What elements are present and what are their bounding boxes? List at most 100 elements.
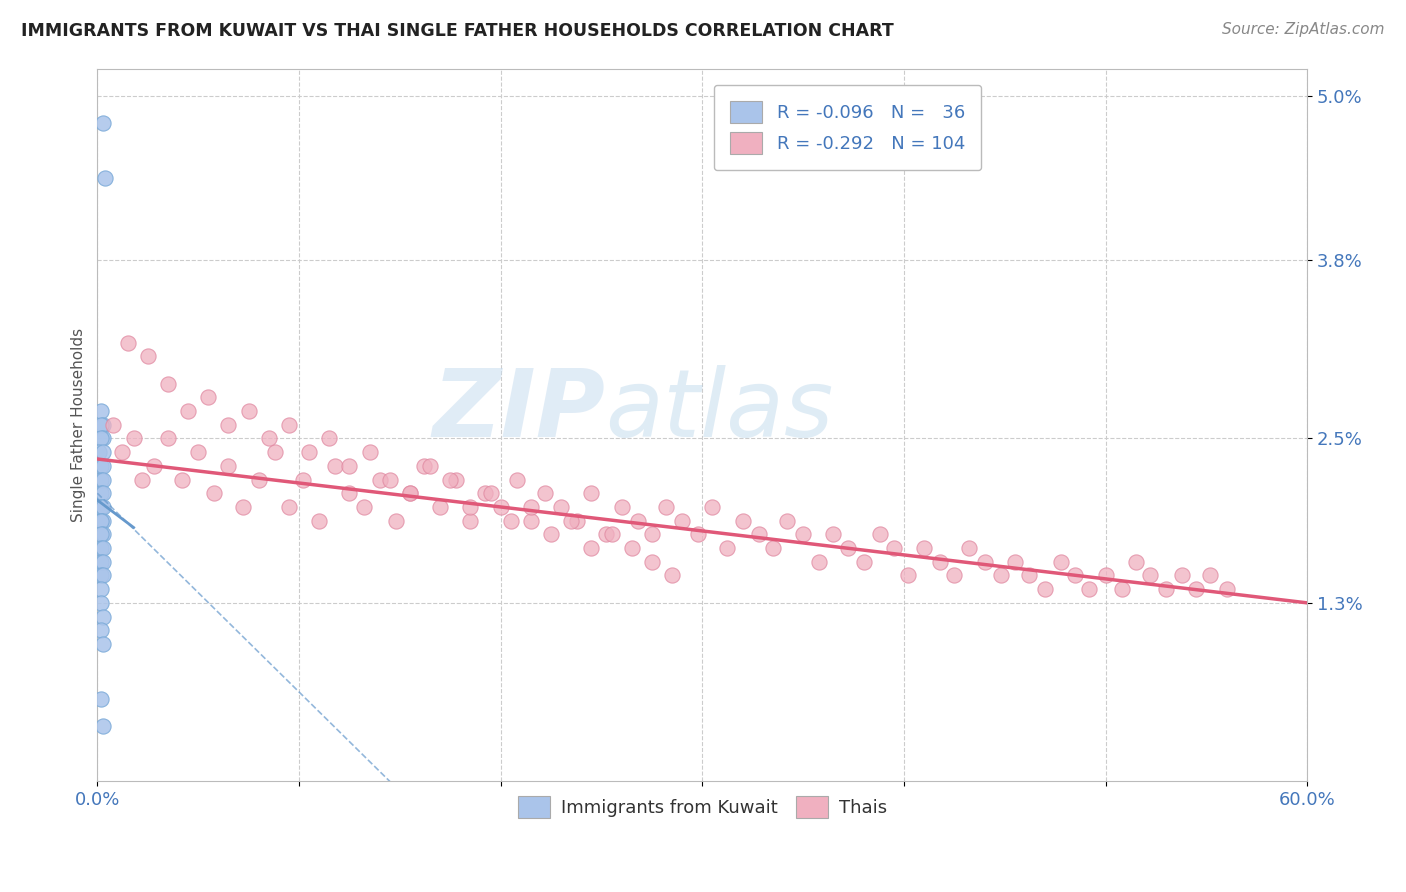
Point [89, 445, 111, 459]
Point [731, 514, 754, 528]
Point [142, 458, 165, 473]
Point [655, 500, 678, 514]
Point [399, 486, 422, 500]
Point [540, 527, 562, 541]
Point [197, 390, 219, 404]
Point [883, 541, 905, 555]
Point [489, 500, 512, 514]
Point [202, 486, 225, 500]
Point [943, 568, 966, 582]
Point [479, 486, 502, 500]
Point [117, 335, 139, 350]
Point [90, 486, 112, 500]
Point [131, 473, 153, 487]
Point [1050, 555, 1073, 569]
Point [429, 500, 451, 514]
Point [957, 541, 980, 555]
Point [90, 404, 112, 418]
Point [90, 458, 112, 473]
Text: ZIP: ZIP [433, 365, 606, 457]
Point [581, 541, 603, 555]
Point [929, 555, 952, 569]
Point [399, 486, 422, 500]
Point [122, 432, 145, 446]
Point [1111, 582, 1133, 597]
Point [93, 555, 115, 569]
Point [339, 486, 361, 500]
Point [641, 527, 664, 541]
Point [1154, 582, 1177, 597]
Point [187, 445, 209, 459]
Point [93, 432, 115, 446]
Point [688, 527, 710, 541]
Point [837, 541, 859, 555]
Point [247, 473, 270, 487]
Point [90, 432, 112, 446]
Point [1215, 582, 1237, 597]
Point [1004, 555, 1026, 569]
Point [610, 500, 633, 514]
Point [90, 568, 112, 582]
Point [567, 514, 589, 528]
Point [90, 596, 112, 610]
Legend: Immigrants from Kuwait, Thais: Immigrants from Kuwait, Thais [510, 789, 894, 825]
Point [446, 473, 468, 487]
Point [93, 541, 115, 555]
Point [1064, 568, 1087, 582]
Point [368, 473, 391, 487]
Point [550, 500, 572, 514]
Point [90, 555, 112, 569]
Point [93, 417, 115, 432]
Point [90, 582, 112, 597]
Point [93, 486, 115, 500]
Point [93, 719, 115, 733]
Point [520, 514, 543, 528]
Point [103, 417, 125, 432]
Point [1094, 568, 1116, 582]
Point [318, 432, 340, 446]
Point [1033, 582, 1056, 597]
Point [277, 417, 299, 432]
Point [869, 527, 891, 541]
Point [748, 527, 770, 541]
Point [90, 527, 112, 541]
Point [308, 514, 330, 528]
Point [217, 458, 239, 473]
Point [217, 417, 239, 432]
Point [897, 568, 920, 582]
Point [292, 473, 315, 487]
Point [1078, 582, 1101, 597]
Point [90, 500, 112, 514]
Point [716, 541, 738, 555]
Point [232, 500, 254, 514]
Point [93, 458, 115, 473]
Text: atlas: atlas [606, 365, 834, 456]
Point [93, 473, 115, 487]
Point [1139, 568, 1161, 582]
Text: Source: ZipAtlas.com: Source: ZipAtlas.com [1222, 22, 1385, 37]
Point [1171, 568, 1194, 582]
Point [1185, 582, 1208, 597]
Point [90, 514, 112, 528]
Point [595, 527, 617, 541]
Y-axis label: Single Father Households: Single Father Households [72, 327, 86, 522]
Point [90, 691, 112, 706]
Point [90, 500, 112, 514]
Point [93, 637, 115, 651]
Point [177, 404, 200, 418]
Point [581, 486, 603, 500]
Point [419, 458, 441, 473]
Point [474, 486, 496, 500]
Point [661, 568, 683, 582]
Text: IMMIGRANTS FROM KUWAIT VS THAI SINGLE FATHER HOUSEHOLDS CORRELATION CHART: IMMIGRANTS FROM KUWAIT VS THAI SINGLE FA… [21, 22, 894, 40]
Point [90, 541, 112, 555]
Point [156, 376, 179, 391]
Point [93, 514, 115, 528]
Point [385, 514, 408, 528]
Point [298, 445, 321, 459]
Point [156, 432, 179, 446]
Point [94, 171, 117, 186]
Point [257, 432, 280, 446]
Point [460, 514, 482, 528]
Point [110, 445, 132, 459]
